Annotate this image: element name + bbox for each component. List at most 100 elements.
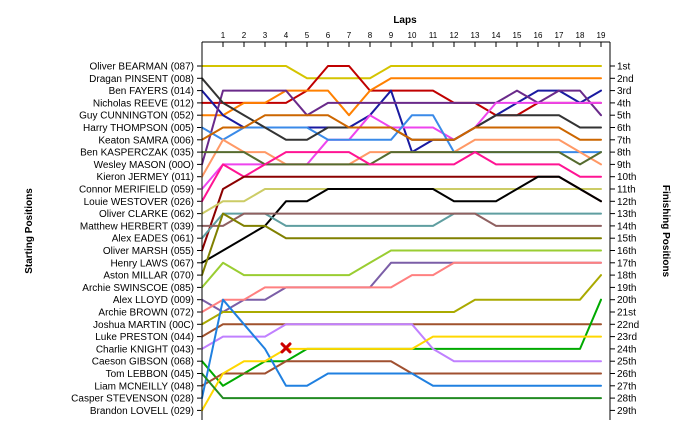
driver-position-line	[201, 65, 602, 80]
starting-position-label: Tom LEBBON (045)	[106, 369, 194, 380]
lap-tick-label: 15	[513, 31, 522, 40]
lap-tick-label: 12	[450, 31, 459, 40]
starting-position-label: Aston MILLAR (070)	[103, 271, 194, 282]
driver-position-line	[201, 372, 602, 400]
driver-position-line	[201, 175, 602, 252]
axis-layer	[201, 41, 611, 420]
retirement-marker-stroke	[280, 342, 292, 354]
driver-position-line	[201, 175, 602, 264]
driver-position-line	[201, 212, 602, 227]
finishing-position-label: 23rd	[617, 332, 637, 343]
right-axis-title: Finishing Positions	[660, 185, 671, 278]
finishing-position-label: 22nd	[617, 320, 639, 331]
starting-position-label: Alex EADES (061)	[112, 234, 194, 245]
finishing-position-label: 3rd	[617, 86, 631, 97]
lap-tick-label: 7	[347, 31, 352, 40]
driver-position-line	[201, 249, 602, 289]
finishing-position-label: 25th	[617, 357, 636, 368]
finishing-position-label: 10th	[617, 172, 636, 183]
starting-position-label: Matthew HERBERT (039)	[80, 221, 194, 232]
driver-position-line	[201, 114, 602, 141]
finishing-position-label: 26th	[617, 369, 636, 380]
retirement-marker-icon	[280, 342, 292, 354]
finishing-position-label: 14th	[617, 221, 636, 232]
driver-position-line	[201, 323, 602, 363]
finishing-position-label: 28th	[617, 394, 636, 405]
lap-tick-label: 10	[408, 31, 417, 40]
finishing-position-label: 11th	[617, 185, 636, 196]
starting-position-label: Connor MERIFIELD (059)	[79, 185, 194, 196]
finishing-position-label: 29th	[617, 406, 636, 417]
driver-position-line	[201, 212, 602, 240]
starting-position-label: Archie SWINSCOE (085)	[82, 283, 194, 294]
finishing-position-label: 21st	[617, 308, 636, 319]
series-layer	[201, 65, 602, 412]
starting-position-label: Keaton SAMRA (006)	[98, 135, 194, 146]
driver-position-line	[201, 65, 602, 117]
starting-position-label: Nicholas REEVE (012)	[93, 98, 194, 109]
lap-tick-label: 2	[242, 31, 247, 40]
driver-position-line	[201, 151, 602, 166]
lap-tick-label: 19	[597, 31, 606, 40]
starting-position-label: Louie WESTOVER (026)	[84, 197, 194, 208]
starting-position-label: Caeson GIBSON (068)	[92, 357, 194, 368]
finishing-position-label: 7th	[617, 135, 631, 146]
finishing-position-label: 6th	[617, 123, 631, 134]
finishing-position-label: 27th	[617, 381, 636, 392]
finishing-position-label: 18th	[617, 271, 636, 282]
lap-tick-label: 17	[555, 31, 564, 40]
starting-position-label: Archie BROWN (072)	[98, 308, 194, 319]
lap-tick-label: 3	[263, 31, 268, 40]
driver-position-line	[201, 77, 602, 117]
lap-tick-label: 6	[326, 31, 331, 40]
lap-tick-label: 1	[221, 31, 226, 40]
lap-tick-label: 4	[284, 31, 289, 40]
finishing-position-label: 16th	[617, 246, 636, 257]
finishing-position-label: 12th	[617, 197, 636, 208]
driver-position-line	[201, 261, 602, 313]
driver-position-line	[201, 212, 602, 277]
finishing-position-label: 8th	[617, 148, 631, 159]
finishing-position-label: 13th	[617, 209, 636, 220]
driver-position-line	[201, 151, 602, 203]
finishing-position-label: 20th	[617, 295, 636, 306]
lap-tick-label: 14	[492, 31, 501, 40]
finishing-position-label: 2nd	[617, 74, 634, 85]
lap-tick-label: 8	[368, 31, 373, 40]
starting-position-label: Dragan PINSENT (008)	[89, 74, 194, 85]
lap-tick-label: 11	[429, 31, 438, 40]
finishing-position-label: 24th	[617, 344, 636, 355]
starting-position-label: Oliver CLARKE (062)	[99, 209, 194, 220]
finishing-position-label: 1st	[617, 62, 631, 73]
starting-position-label: Kieron JERMEY (011)	[97, 172, 194, 183]
starting-position-label: Ben KASPERCZAK (035)	[80, 148, 194, 159]
left-axis-title: Starting Positions	[24, 188, 35, 274]
lap-tick-label: 16	[534, 31, 543, 40]
starting-position-label: Harry THOMPSON (005)	[83, 123, 194, 134]
starting-position-label: Alex LLOYD (009)	[113, 295, 194, 306]
lap-tick-label: 18	[576, 31, 585, 40]
driver-position-line	[201, 89, 602, 166]
finishing-position-label: 5th	[617, 111, 631, 122]
lap-tick-label: 5	[305, 31, 310, 40]
starting-position-label: Joshua MARTIN (00C)	[93, 320, 194, 331]
starting-position-label: Oliver MARSH (055)	[103, 246, 194, 257]
driver-position-line	[201, 335, 602, 412]
finishing-position-label: 19th	[617, 283, 636, 294]
finishing-position-label: 4th	[617, 98, 631, 109]
finishing-position-label: 15th	[617, 234, 636, 245]
starting-position-label: Ben FAYERS (014)	[109, 86, 194, 97]
starting-position-label: Wesley MASON (00O)	[94, 160, 194, 171]
marker-layer	[280, 342, 292, 354]
starting-position-label: Guy CUNNINGTON (052)	[79, 111, 194, 122]
finishing-position-label: 17th	[617, 258, 636, 269]
driver-position-line	[201, 298, 602, 400]
starting-position-label: Oliver BEARMAN (087)	[90, 62, 194, 73]
x-axis-title: Laps	[393, 15, 417, 26]
starting-position-label: Liam MCNEILLY (048)	[94, 381, 194, 392]
driver-position-line	[201, 360, 602, 387]
starting-position-label: Brandon LOVELL (029)	[90, 406, 194, 417]
